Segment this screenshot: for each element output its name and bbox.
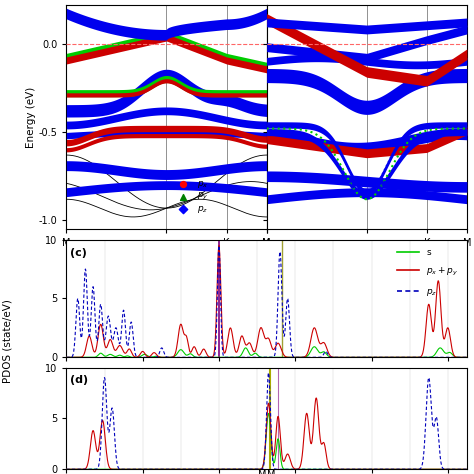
- Text: (c): (c): [70, 248, 87, 258]
- Point: [179, 4, 186, 12]
- Text: PDOS (state/eV): PDOS (state/eV): [2, 300, 12, 383]
- Text: M: M: [266, 470, 275, 474]
- Text: $p_x$: $p_x$: [197, 179, 208, 190]
- Y-axis label: Energy (eV): Energy (eV): [26, 86, 36, 148]
- Text: (d): (d): [70, 375, 89, 385]
- Legend: s, $p_x+p_y$, $p_z$: s, $p_x+p_y$, $p_z$: [393, 244, 462, 301]
- Text: $p_z$: $p_z$: [197, 204, 208, 215]
- Point: [179, 14, 186, 22]
- Text: M: M: [258, 470, 266, 474]
- Point: [179, 24, 186, 31]
- Text: $p_y$: $p_y$: [197, 191, 208, 202]
